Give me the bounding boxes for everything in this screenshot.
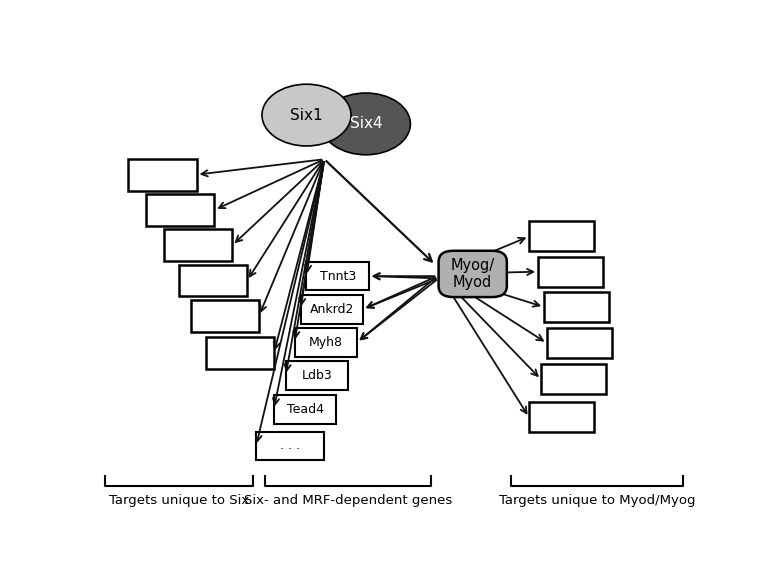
- Bar: [529, 402, 594, 432]
- Text: Targets unique to Myod/Myog: Targets unique to Myod/Myog: [499, 494, 696, 507]
- Bar: [286, 361, 348, 390]
- Text: . . .: . . .: [280, 439, 300, 453]
- Bar: [538, 257, 604, 286]
- Bar: [529, 221, 594, 252]
- Text: Six- and MRF-dependent genes: Six- and MRF-dependent genes: [244, 494, 452, 507]
- Bar: [300, 295, 363, 324]
- Bar: [306, 262, 368, 291]
- Text: Tnnt3: Tnnt3: [319, 270, 355, 282]
- Text: Myh8: Myh8: [309, 336, 343, 349]
- Text: Targets unique to Six: Targets unique to Six: [109, 494, 249, 507]
- Bar: [256, 431, 324, 460]
- Bar: [178, 265, 247, 296]
- Text: Ankrd2: Ankrd2: [309, 303, 354, 316]
- Bar: [191, 300, 259, 332]
- FancyBboxPatch shape: [439, 251, 507, 297]
- Bar: [547, 328, 612, 358]
- Text: Tead4: Tead4: [286, 403, 323, 416]
- Bar: [129, 159, 197, 191]
- Bar: [146, 194, 214, 226]
- Bar: [274, 395, 336, 423]
- Text: Six1: Six1: [290, 108, 322, 123]
- Bar: [164, 229, 232, 261]
- Bar: [205, 337, 274, 369]
- Ellipse shape: [262, 84, 351, 146]
- Text: Ldb3: Ldb3: [302, 369, 332, 382]
- Text: Myog/
Myod: Myog/ Myod: [450, 258, 495, 290]
- Ellipse shape: [322, 93, 411, 155]
- Bar: [544, 292, 609, 322]
- Bar: [541, 364, 607, 394]
- Text: Six4: Six4: [349, 116, 382, 131]
- Bar: [295, 328, 357, 356]
